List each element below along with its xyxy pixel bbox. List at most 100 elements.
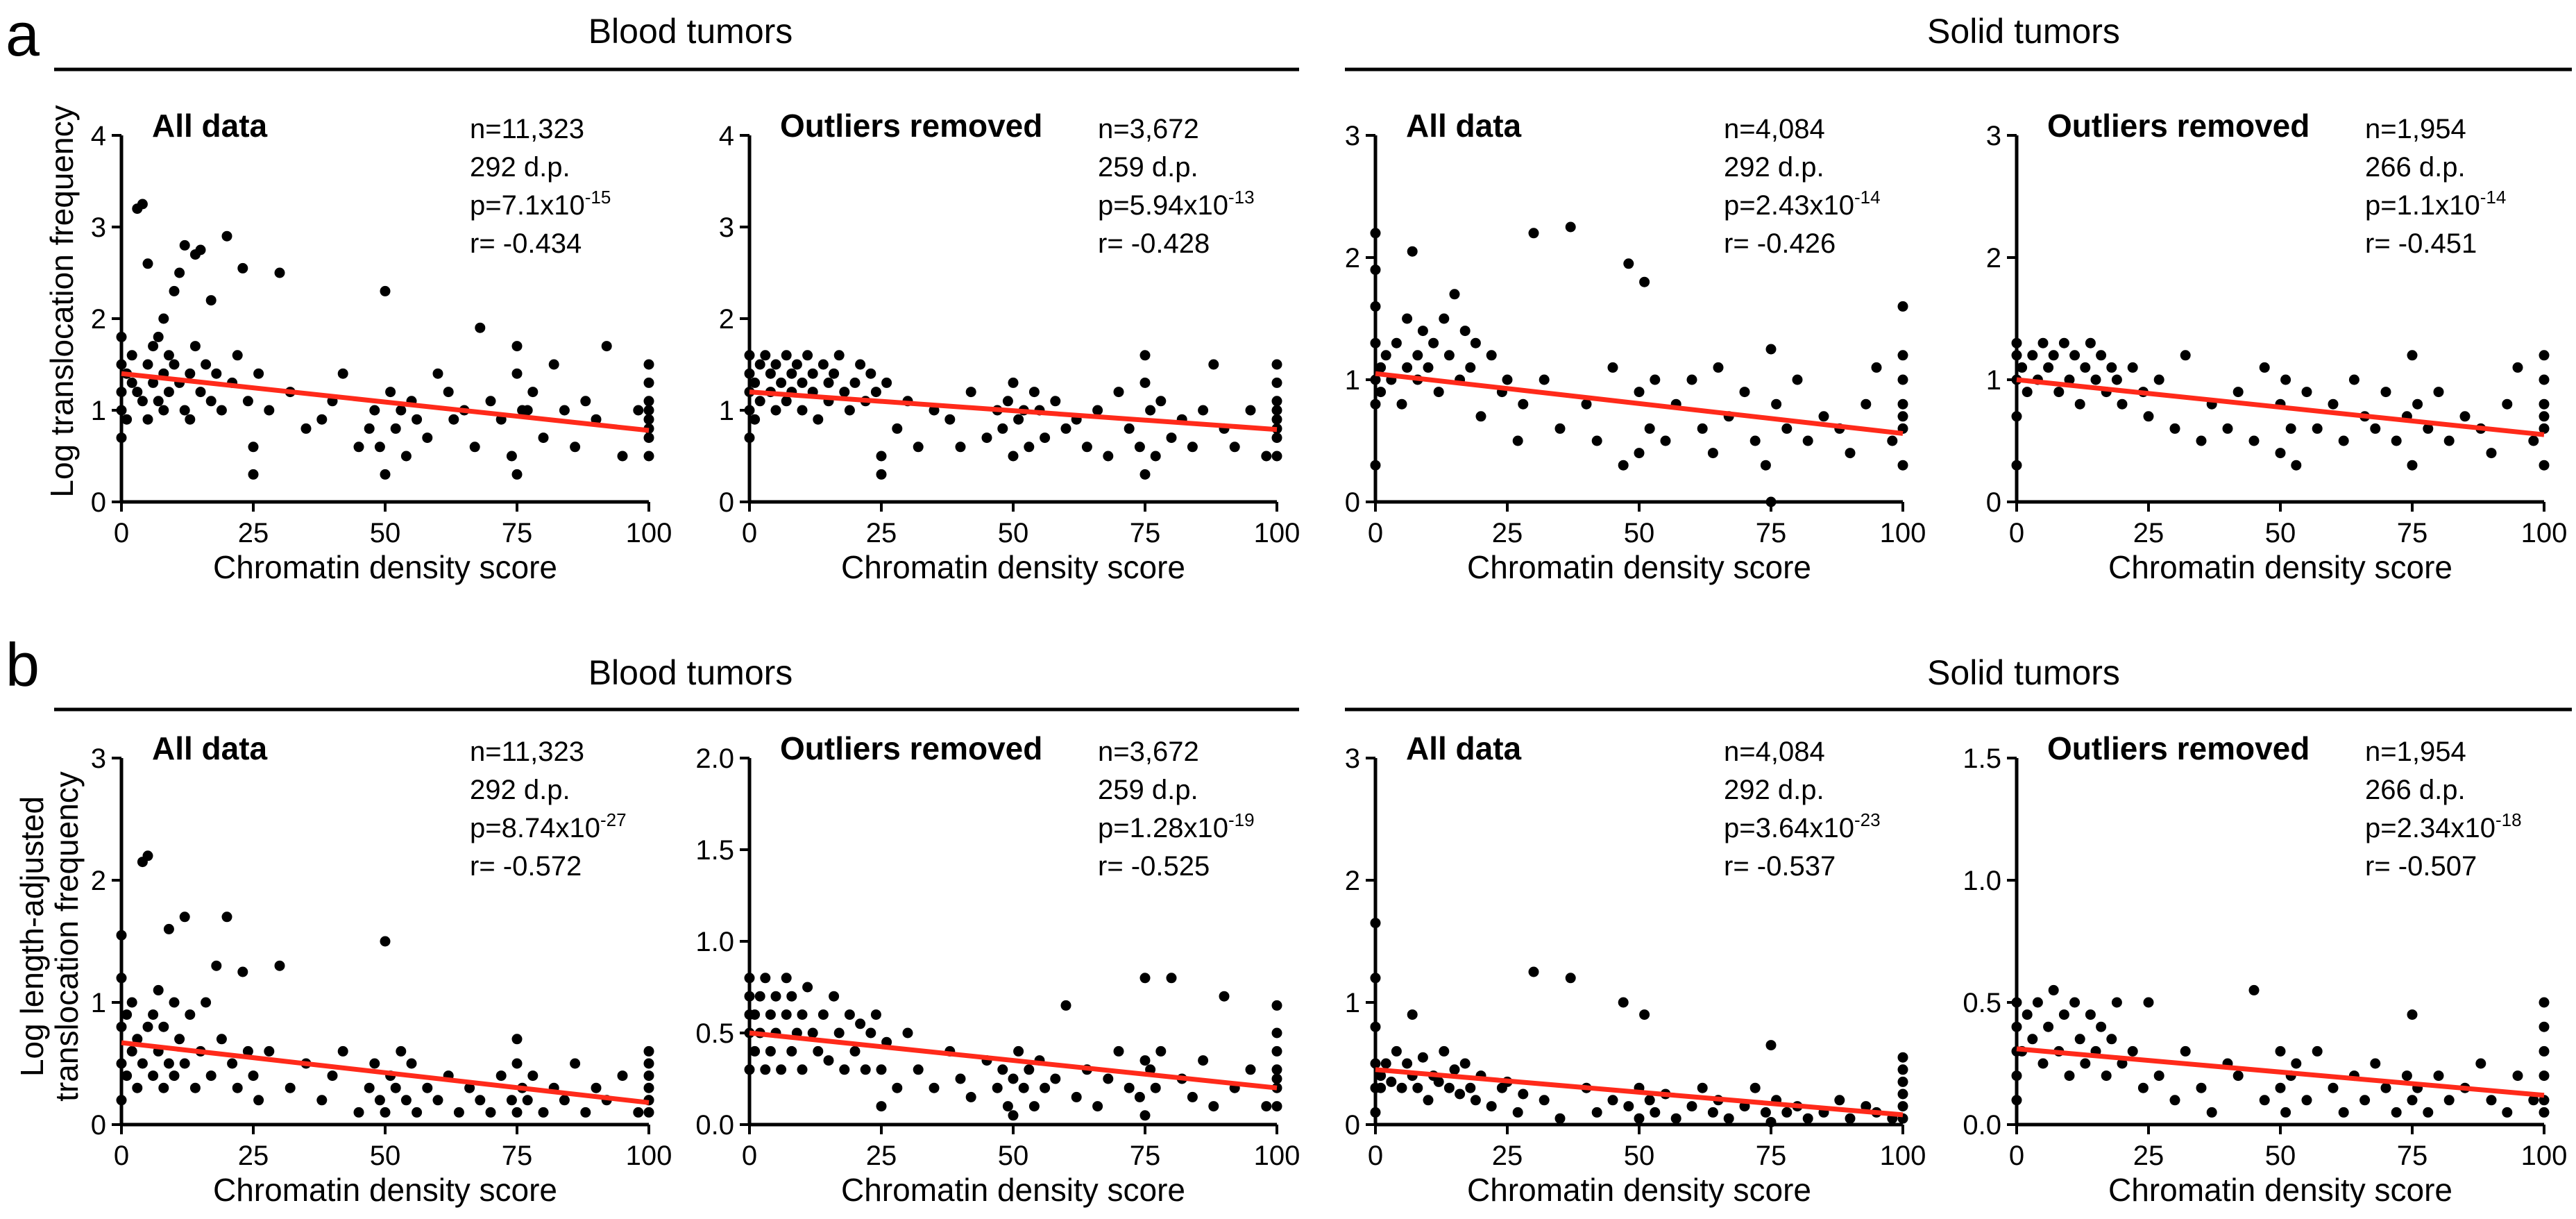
data-point	[1771, 398, 1782, 410]
data-point	[591, 1082, 602, 1093]
data-point	[2359, 1095, 2371, 1106]
stat-n: n=1,954	[2365, 114, 2466, 144]
data-point	[511, 1034, 523, 1045]
data-point	[580, 1107, 591, 1118]
data-point	[464, 1082, 475, 1093]
data-point	[1245, 405, 1256, 416]
data-point	[1539, 1095, 1550, 1106]
data-point	[817, 359, 829, 370]
stat-p-base: p=7.1x10	[470, 190, 585, 221]
data-point	[163, 923, 174, 934]
data-point	[201, 359, 212, 370]
data-point	[2053, 387, 2065, 398]
data-point	[1370, 918, 1381, 929]
data-point	[643, 405, 654, 416]
data-point	[1897, 460, 1908, 471]
data-point	[643, 359, 654, 370]
x-axis-title: Chromatin density score	[213, 1172, 557, 1208]
x-tick-label: 100	[2521, 1141, 2568, 1171]
data-point	[137, 199, 148, 210]
x-tick-label: 75	[502, 518, 533, 548]
data-point	[1686, 374, 1697, 385]
data-point	[1134, 442, 1145, 453]
data-point	[2301, 387, 2312, 398]
data-point	[829, 991, 840, 1002]
data-point	[116, 405, 127, 416]
data-point	[2275, 448, 2286, 459]
data-point	[1897, 301, 1908, 312]
data-point	[2391, 435, 2402, 446]
data-point	[158, 313, 169, 324]
stat-n: n=3,672	[1098, 114, 1199, 144]
data-point	[327, 1070, 338, 1082]
data-point	[169, 1070, 180, 1082]
data-point	[195, 387, 206, 398]
data-point	[1271, 414, 1282, 425]
data-point	[813, 414, 824, 425]
data-point	[844, 1009, 855, 1020]
y-tick-label: 0.5	[1963, 988, 2001, 1018]
data-point	[744, 432, 755, 444]
data-point	[1150, 451, 1161, 462]
data-point	[121, 1070, 133, 1082]
data-point	[2539, 1095, 2550, 1106]
data-point	[1897, 1052, 1908, 1063]
data-point	[913, 442, 924, 453]
data-point	[185, 414, 196, 425]
data-point	[132, 1034, 143, 1045]
data-point	[1765, 1116, 1777, 1127]
stat-datapoints: 292 d.p.	[470, 775, 570, 805]
data-point	[353, 442, 364, 453]
data-point	[1386, 1076, 1397, 1087]
data-point	[1271, 451, 1282, 462]
data-point	[396, 1045, 407, 1057]
data-point	[643, 396, 654, 407]
data-point	[242, 1045, 253, 1057]
stat-datapoints: 259 d.p.	[1098, 152, 1198, 183]
x-tick-label: 100	[1254, 1141, 1300, 1171]
data-point	[892, 1082, 903, 1093]
y-tick-label: 1	[1986, 365, 2001, 396]
data-point	[242, 396, 253, 407]
data-point	[2328, 398, 2339, 410]
data-point	[485, 1107, 496, 1118]
data-point	[2011, 337, 2022, 348]
data-point	[1050, 396, 1061, 407]
data-point	[1607, 362, 1618, 373]
stat-p-base: p=1.1x10	[2365, 190, 2480, 221]
x-tick-label: 25	[1492, 1141, 1523, 1171]
data-point	[1670, 1113, 1681, 1124]
data-point	[1139, 1110, 1151, 1121]
data-point	[364, 423, 375, 434]
data-point	[1198, 405, 1209, 416]
data-point	[781, 350, 792, 361]
data-point	[475, 322, 486, 333]
data-point	[1198, 1055, 1209, 1066]
data-point	[432, 1095, 443, 1106]
y-tick-label: 4	[719, 121, 734, 151]
data-point	[1428, 337, 1439, 348]
data-point	[797, 377, 808, 388]
data-point	[1765, 344, 1777, 355]
y-tick-label: 3	[1986, 121, 2001, 151]
data-point	[1060, 423, 1071, 434]
stat-r-value: r= -0.428	[1098, 228, 1210, 259]
regression-line	[121, 371, 650, 433]
data-point	[2080, 1058, 2091, 1069]
stat-p-value: p=7.1x10-15	[470, 187, 611, 221]
x-tick-label: 75	[502, 1141, 533, 1171]
data-point	[2391, 1107, 2402, 1118]
data-point	[765, 1045, 776, 1057]
stat-p-value: p=8.74x10-27	[470, 809, 627, 843]
data-point	[1650, 1107, 1661, 1118]
data-point	[2169, 1095, 2180, 1106]
data-point	[2248, 435, 2260, 446]
data-point	[754, 991, 765, 1002]
data-point	[1623, 1101, 1634, 1112]
data-point	[1897, 398, 1908, 410]
data-point	[1092, 405, 1103, 416]
data-point	[2433, 1070, 2444, 1082]
data-point	[2423, 1107, 2434, 1118]
data-point	[1092, 1101, 1103, 1112]
x-tick-label: 25	[2133, 1141, 2164, 1171]
